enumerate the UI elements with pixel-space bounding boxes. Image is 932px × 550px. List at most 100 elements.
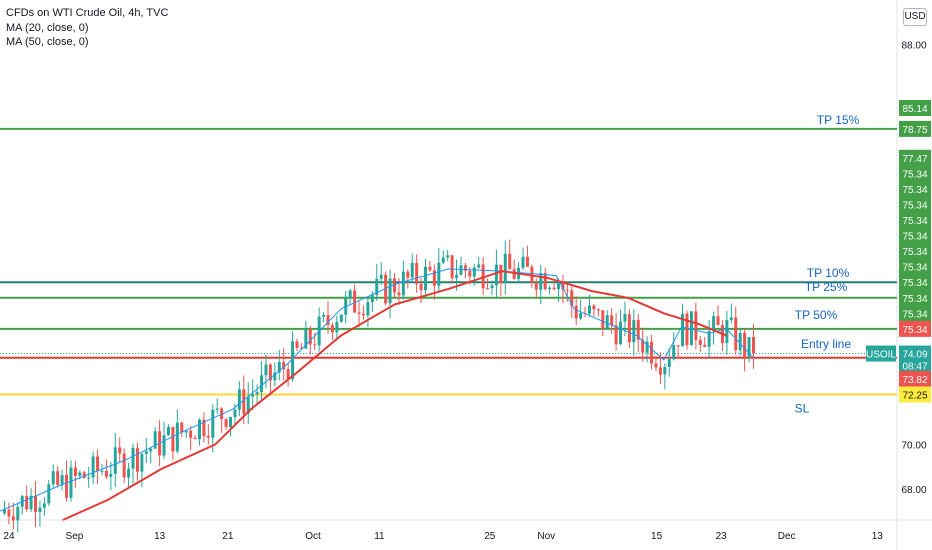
price-tag-bg: [899, 227, 931, 244]
candle-body: [627, 314, 631, 343]
candle-body: [636, 319, 640, 340]
candle-body: [512, 269, 516, 279]
candle-body: [494, 264, 498, 286]
candle-body: [366, 302, 370, 316]
candle-body: [410, 262, 414, 278]
candle-body: [127, 468, 131, 478]
candle-body: [42, 503, 46, 508]
time-tick: Oct: [305, 531, 321, 542]
candle-body: [291, 341, 295, 380]
candle-body: [149, 448, 153, 452]
candle-body: [335, 321, 339, 333]
candle-body: [619, 321, 623, 345]
candle-body: [206, 436, 210, 438]
time-tick: 15: [651, 531, 663, 542]
candle-body: [481, 264, 485, 289]
level-label-2: TP 25%: [805, 280, 848, 294]
price-tag-bg: [899, 357, 931, 374]
candle-body: [712, 316, 716, 331]
candle-body: [441, 257, 445, 263]
candle-body: [743, 332, 747, 358]
candle-body: [663, 366, 667, 375]
chart-title: CFDs on WTI Crude Oil, 4h, TVC: [6, 7, 169, 19]
candle-body: [658, 367, 662, 375]
candle-body: [734, 317, 738, 351]
price-tag-bg: [899, 149, 931, 166]
candle-body: [308, 328, 312, 345]
candle-body: [255, 392, 259, 395]
candle-body: [685, 313, 689, 346]
time-tick: Nov: [537, 531, 555, 542]
symbol-badge: USOIL: [866, 350, 896, 361]
price-tag: 74.09: [902, 350, 927, 361]
level-label-5: SL: [795, 401, 810, 415]
candle-body: [463, 265, 467, 271]
time-tick: 25: [484, 531, 496, 542]
candle-body: [51, 471, 55, 485]
candle-body: [556, 283, 560, 290]
candle-body: [113, 447, 117, 474]
candle-body: [87, 477, 91, 479]
candle-body: [751, 337, 755, 354]
candle-body: [339, 314, 343, 322]
ma50-legend: MA (50, close, 0): [6, 36, 89, 48]
candle-body: [587, 305, 591, 314]
candle-body: [424, 266, 428, 291]
candle-body: [534, 282, 538, 290]
candle-body: [552, 287, 556, 290]
candle-body: [601, 310, 605, 330]
candle-body: [539, 273, 543, 290]
time-tick: 24: [3, 531, 15, 542]
candle-body: [197, 419, 201, 440]
candle-body: [135, 447, 139, 472]
candle-body: [650, 341, 654, 364]
level-label-1: TP 10%: [807, 266, 850, 280]
candle-body: [184, 430, 188, 433]
candle-body: [614, 325, 618, 345]
candle-body: [69, 467, 73, 498]
price-tag: 75.34: [902, 247, 927, 258]
candle-body: [472, 267, 476, 277]
candle-body: [645, 341, 649, 353]
candle-body: [65, 475, 69, 498]
candle-body: [162, 435, 166, 456]
price-tag: 75.34: [902, 309, 927, 320]
candle-body: [499, 264, 503, 283]
candle-body: [375, 278, 379, 295]
time-tick: 21: [222, 531, 234, 542]
time-tick: 13: [872, 531, 884, 542]
candle-body: [60, 475, 64, 485]
candle-body: [251, 394, 255, 397]
price-tag: 73.82: [902, 375, 927, 386]
candle-body: [388, 278, 392, 304]
currency-button[interactable]: USD: [903, 8, 927, 26]
candle-body: [503, 253, 507, 283]
candle-body: [109, 473, 113, 477]
price-scale: 88.00 70.00 68.00 85.14 78.75 77.47 75.34 75.34…: [866, 40, 931, 496]
candle-body: [667, 359, 671, 367]
candle-body: [432, 270, 436, 286]
candle-body: [47, 484, 51, 504]
price-tag: 75.34: [902, 232, 927, 243]
candle-body: [525, 256, 529, 267]
candle-body: [180, 422, 184, 433]
candle-body: [548, 287, 552, 290]
level-label-0: TP 15%: [817, 113, 860, 127]
candle-body: [508, 253, 512, 270]
chart-legend: CFDs on WTI Crude Oil, 4h, TVC MA (20, c…: [6, 6, 168, 50]
candle-body: [100, 470, 104, 472]
candle-body: [304, 328, 308, 349]
candle-body: [672, 345, 676, 360]
price-tag: 75.34: [902, 263, 927, 274]
price-tick: 70.00: [901, 440, 926, 451]
price-tag-bg: [899, 196, 931, 213]
moving-average-series: [0, 268, 754, 521]
candle-body: [570, 290, 574, 306]
candle-body: [91, 456, 95, 478]
candle-body: [716, 316, 720, 326]
symbol-badge-bg: [866, 345, 896, 362]
price-tag: 75.34: [902, 169, 927, 180]
candle-body: [171, 426, 175, 452]
price-tag: 75.34: [902, 185, 927, 196]
